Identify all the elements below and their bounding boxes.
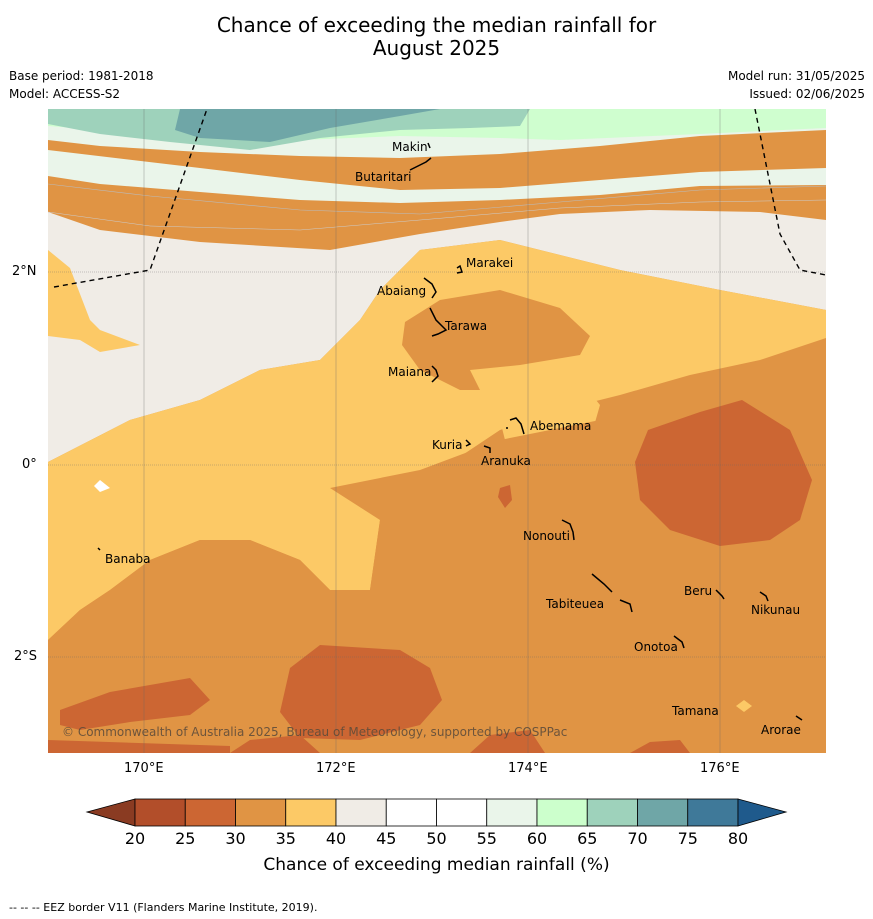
colorbar-tick-label: 45 <box>376 829 397 848</box>
colorbar-segment <box>687 798 739 827</box>
eez-border-east <box>754 109 826 276</box>
issued-date: Issued: 02/06/2025 <box>749 87 865 101</box>
place-label-tarawa: Tarawa <box>445 319 488 333</box>
colorbar-tick-label: 60 <box>526 829 548 848</box>
place-label-maiana: Maiana <box>388 365 432 379</box>
place-label-nikunau: Nikunau <box>751 603 801 617</box>
colorbar-segment <box>184 798 236 827</box>
place-label-banaba: Banaba <box>105 552 151 566</box>
lon-label-176e: 176°E <box>700 761 740 776</box>
eez-border-west <box>53 109 208 288</box>
model-name: Model: ACCESS-S2 <box>9 87 121 101</box>
place-label-arorae: Arorae <box>761 723 801 737</box>
place-label-aranuka: Aranuka <box>481 454 531 468</box>
colorbar-segment <box>285 798 337 827</box>
colorbar-tick-label: 65 <box>577 829 598 848</box>
colorbar-segment <box>486 798 538 827</box>
colorbar-segment <box>637 798 689 827</box>
lat-label-2s: 2°S <box>14 649 38 664</box>
place-label-beru: Beru <box>684 584 713 598</box>
lat-label-0: 0° <box>22 457 37 472</box>
place-label-onotoa: Onotoa <box>634 640 678 654</box>
map-title-line1: Chance of exceeding the median rainfall … <box>216 13 657 37</box>
colorbar-segment <box>436 798 488 827</box>
colorbar-tick-label: 50 <box>426 829 447 848</box>
place-label-nonouti: Nonouti <box>523 529 570 543</box>
place-label-kuria: Kuria <box>432 438 463 452</box>
colorbar-segment <box>335 798 387 827</box>
base-period: Base period: 1981-2018 <box>9 69 154 83</box>
colorbar-under-arrow <box>85 798 136 827</box>
place-label-marakei: Marakei <box>466 256 514 270</box>
copyright-watermark: © Commonwealth of Australia 2025, Bureau… <box>62 725 568 739</box>
colorbar <box>85 798 788 827</box>
colorbar-tick-label: 30 <box>225 829 246 848</box>
rainfall-field <box>48 109 826 753</box>
colorbar-tick-label: 80 <box>727 829 749 848</box>
lon-label-170e: 170°E <box>124 761 164 776</box>
colorbar-tick-label: 40 <box>325 829 347 848</box>
colorbar-over-arrow <box>737 798 788 827</box>
colorbar-tick-label: 35 <box>275 829 296 848</box>
colorbar-tick-label: 25 <box>175 829 196 848</box>
place-label-makin: Makin <box>392 140 428 154</box>
lon-label-172e: 172°E <box>316 761 356 776</box>
colorbar-segment <box>586 798 638 827</box>
place-label-abaiang: Abaiang <box>377 284 427 298</box>
place-label-butaritari: Butaritari <box>355 170 412 184</box>
colorbar-segment <box>134 798 186 827</box>
model-run: Model run: 31/05/2025 <box>727 69 865 83</box>
eez-footer-note: -- -- -- EEZ border V11 (Flanders Marine… <box>9 901 318 914</box>
colorbar-tick-label: 75 <box>677 829 698 848</box>
colorbar-tick-label: 55 <box>476 829 497 848</box>
colorbar-tick-label: 20 <box>124 829 146 848</box>
place-label-abemama: Abemama <box>530 419 592 433</box>
colorbar-segment <box>536 798 588 827</box>
colorbar-segment <box>235 798 287 827</box>
lat-label-2n: 2°N <box>12 264 37 279</box>
colorbar-label: Chance of exceeding median rainfall (%) <box>263 855 610 875</box>
colorbar-tick-label: 70 <box>627 829 648 848</box>
colorbar-segment <box>385 798 437 827</box>
map-title-line2: August 2025 <box>372 36 501 60</box>
place-label-tabiteuea: Tabiteuea <box>546 597 605 611</box>
lon-label-174e: 174°E <box>508 761 548 776</box>
place-label-tamana: Tamana <box>672 704 719 718</box>
